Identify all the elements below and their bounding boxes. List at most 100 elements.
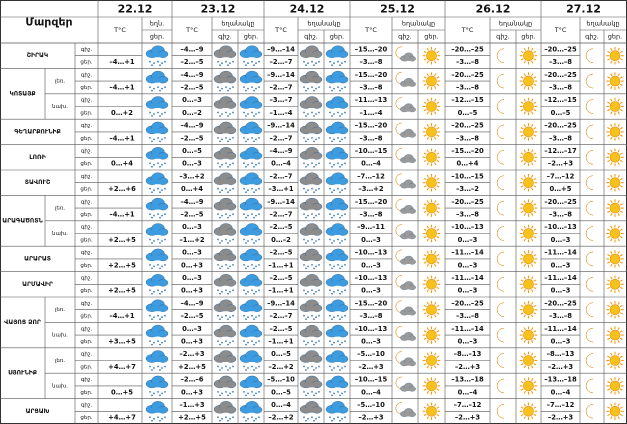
cloud-base [327, 255, 347, 261]
snow-dot [311, 137, 313, 139]
snow-dot [251, 416, 253, 419]
snow-dot [307, 163, 309, 166]
snow-dot [225, 137, 227, 139]
snow-dot [313, 115, 315, 117]
sun-ray [617, 174, 620, 178]
day-temperature: 0…+5 [550, 185, 572, 193]
sun-ray [434, 263, 437, 267]
night-label: գիշ. [81, 199, 93, 205]
snow-dot [253, 191, 255, 194]
cloud [299, 350, 323, 363]
snow-dot [247, 113, 249, 115]
cloud-base [241, 154, 261, 159]
night-label: գիշ. [81, 225, 93, 231]
cloud-base [147, 52, 167, 58]
snow-dot [305, 191, 307, 194]
snow-dot [251, 213, 253, 215]
sun-ray [619, 381, 623, 384]
sun-ray [610, 149, 613, 153]
snow-dot [303, 111, 305, 114]
sun-ray [619, 312, 623, 315]
snow-dot [333, 316, 335, 319]
snow-dot [311, 340, 313, 342]
sun-ray [436, 76, 440, 79]
snow-dot [157, 162, 159, 165]
snow-dot [149, 340, 151, 342]
weather-icon [395, 122, 416, 138]
weather-icon [145, 248, 169, 270]
sun-ray [607, 406, 611, 409]
snow-dot [318, 111, 320, 114]
snow-dot [329, 391, 331, 393]
snow-dot [232, 391, 234, 393]
moon [585, 124, 594, 140]
sun-ray [436, 177, 440, 181]
snow-dot [247, 290, 249, 293]
cloud-base [301, 357, 321, 362]
snow-dot [333, 138, 335, 141]
sun-ray [531, 174, 534, 178]
sun-ray [426, 251, 429, 254]
day-temperature: 0…–3 [551, 236, 571, 244]
sun-ray [533, 203, 537, 206]
region-name: ԱՐԱՐԱՏ [24, 255, 51, 262]
weather-icon [395, 249, 416, 265]
weather-icon [606, 224, 624, 243]
snow-dot [311, 416, 313, 419]
sun-ray [619, 279, 623, 282]
snow-dot [318, 314, 320, 317]
sun-ray [426, 124, 429, 127]
snow-dot [331, 191, 333, 194]
sun-ray [533, 413, 537, 417]
sun-ray [423, 261, 427, 264]
sun-ray [426, 136, 429, 140]
sun-disc [426, 355, 437, 366]
snow-dot [344, 86, 346, 88]
temperature: 0…+2 [111, 109, 133, 117]
sun-disc [523, 405, 534, 417]
cloud [213, 324, 237, 338]
night-temperature: –15…–20 [355, 122, 388, 130]
snow-dot [161, 290, 163, 293]
sun-ray [610, 73, 613, 77]
day-temperature: 0…–3 [458, 236, 478, 244]
snow-dot [318, 60, 320, 63]
sun-ray [533, 50, 537, 54]
night-temperature: 0…–5 [182, 147, 202, 155]
snow-dot [219, 318, 221, 321]
night-temperature: –20…–25 [544, 122, 577, 130]
cloud-base [147, 154, 167, 159]
sun-ray [436, 83, 440, 86]
weather-icon [299, 70, 323, 92]
temp-header: T°C [274, 26, 287, 34]
weather-icon [585, 73, 594, 89]
sun-ray [533, 236, 537, 239]
sun-ray [607, 330, 611, 333]
day-temperature: –3…+2 [358, 185, 384, 193]
day-label: ցեր. [80, 110, 92, 116]
sun-ray [619, 363, 623, 366]
snow-dot [313, 64, 315, 67]
snow-dot [313, 419, 315, 422]
moon [585, 200, 594, 216]
night-temperature: –15…–20 [451, 147, 484, 155]
day-temperature: 0…–5 [271, 388, 291, 396]
sun-disc [426, 202, 437, 214]
snow-dot [337, 111, 339, 114]
sun-ray [423, 363, 427, 366]
sun-disc [523, 355, 534, 366]
sun-ray [520, 388, 524, 391]
sun-ray [617, 276, 620, 280]
day-temperature: –3…–8 [456, 58, 479, 66]
snow-dot [227, 89, 229, 92]
sun-ray [619, 254, 623, 257]
snow-dot [245, 318, 247, 321]
snow-dot [253, 64, 255, 67]
snow-dot [219, 292, 221, 295]
snow-dot [227, 191, 229, 194]
weather-icon [213, 96, 237, 117]
snow-dot [247, 62, 249, 65]
sun-disc [609, 228, 621, 239]
snow-dot [245, 115, 247, 117]
